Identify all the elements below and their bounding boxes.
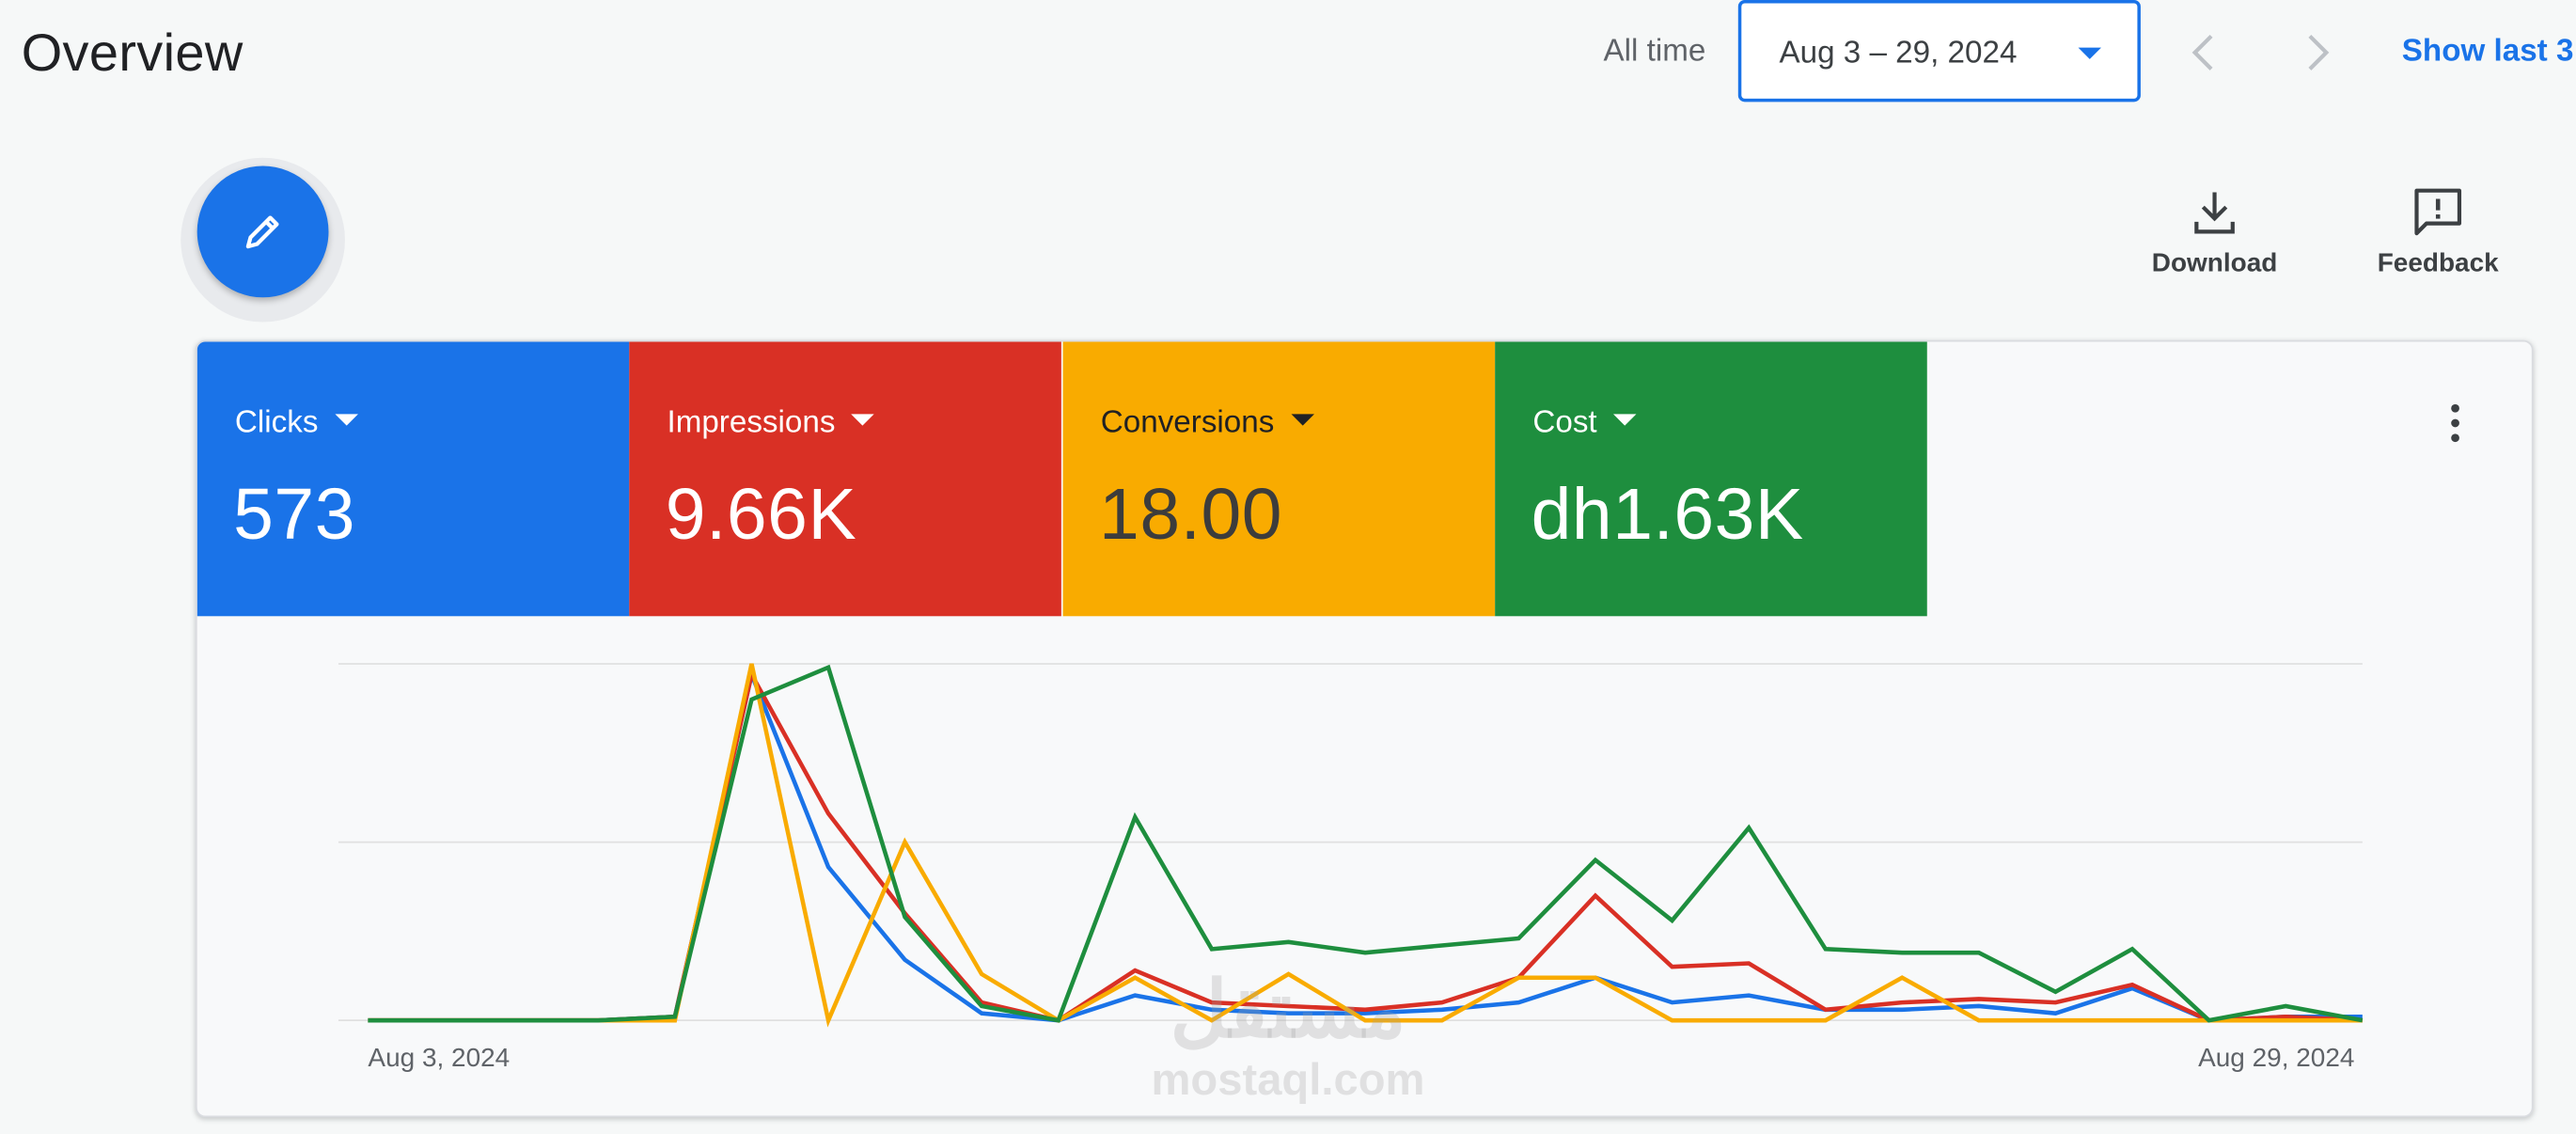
- caret-down-icon: [2078, 47, 2101, 59]
- metric-card-cost[interactable]: Cost dh1.63K: [1495, 341, 1927, 617]
- date-range-select[interactable]: Aug 3 – 29, 2024: [1737, 0, 2141, 102]
- page-title: Overview: [21, 23, 243, 83]
- download-icon: [2194, 192, 2235, 234]
- more-options-button[interactable]: [2442, 403, 2468, 453]
- series-line-impressions: [368, 668, 2363, 1023]
- pencil-icon: [245, 215, 279, 249]
- series-line-conversions: [368, 663, 2363, 1028]
- series-line-clicks: [368, 667, 2363, 1023]
- metric-card-conversions[interactable]: Conversions 18.00: [1062, 341, 1496, 617]
- caret-down-icon: [334, 415, 358, 427]
- metric-value-conversions: 18.00: [1099, 475, 1283, 556]
- metric-value-clicks: 573: [233, 475, 355, 556]
- metric-value-impressions: 9.66K: [665, 475, 857, 556]
- feedback-icon: [2414, 188, 2462, 236]
- previous-period-button[interactable]: [2178, 26, 2231, 79]
- date-range-value: Aug 3 – 29, 2024: [1779, 36, 2018, 71]
- chevron-right-icon: [2308, 34, 2330, 71]
- x-axis-start-label: Aug 3, 2024: [368, 1045, 510, 1074]
- next-period-button[interactable]: [2290, 26, 2343, 79]
- metric-label-impressions: Impressions: [667, 404, 875, 444]
- more-vert-icon: [2442, 403, 2468, 443]
- feedback-label: Feedback: [2377, 249, 2499, 278]
- show-last-link[interactable]: Show last 3: [2401, 34, 2574, 70]
- caret-down-icon: [851, 415, 875, 427]
- download-button[interactable]: Download: [2136, 184, 2294, 279]
- metric-label-cost: Cost: [1532, 404, 1637, 444]
- metric-label-conversions: Conversions: [1101, 404, 1314, 444]
- feedback-button[interactable]: Feedback: [2363, 184, 2514, 279]
- performance-card: Clicks 573 Impressions 9.66K Conversions…: [195, 339, 2534, 1118]
- performance-chart: [338, 663, 2364, 1028]
- series-line-cost: [368, 664, 2364, 1023]
- metric-card-clicks[interactable]: Clicks 573: [196, 341, 630, 617]
- all-time-label: All time: [1603, 34, 1706, 70]
- x-axis-end-label: Aug 29, 2024: [2198, 1045, 2355, 1074]
- download-label: Download: [2151, 249, 2278, 278]
- metric-label-clicks: Clicks: [235, 404, 358, 444]
- metric-value-cost: dh1.63K: [1531, 475, 1804, 556]
- caret-down-icon: [1290, 415, 1314, 427]
- caret-down-icon: [1613, 415, 1637, 427]
- metric-card-impressions[interactable]: Impressions 9.66K: [629, 341, 1061, 617]
- chevron-left-icon: [2191, 34, 2213, 71]
- edit-button[interactable]: [196, 165, 329, 298]
